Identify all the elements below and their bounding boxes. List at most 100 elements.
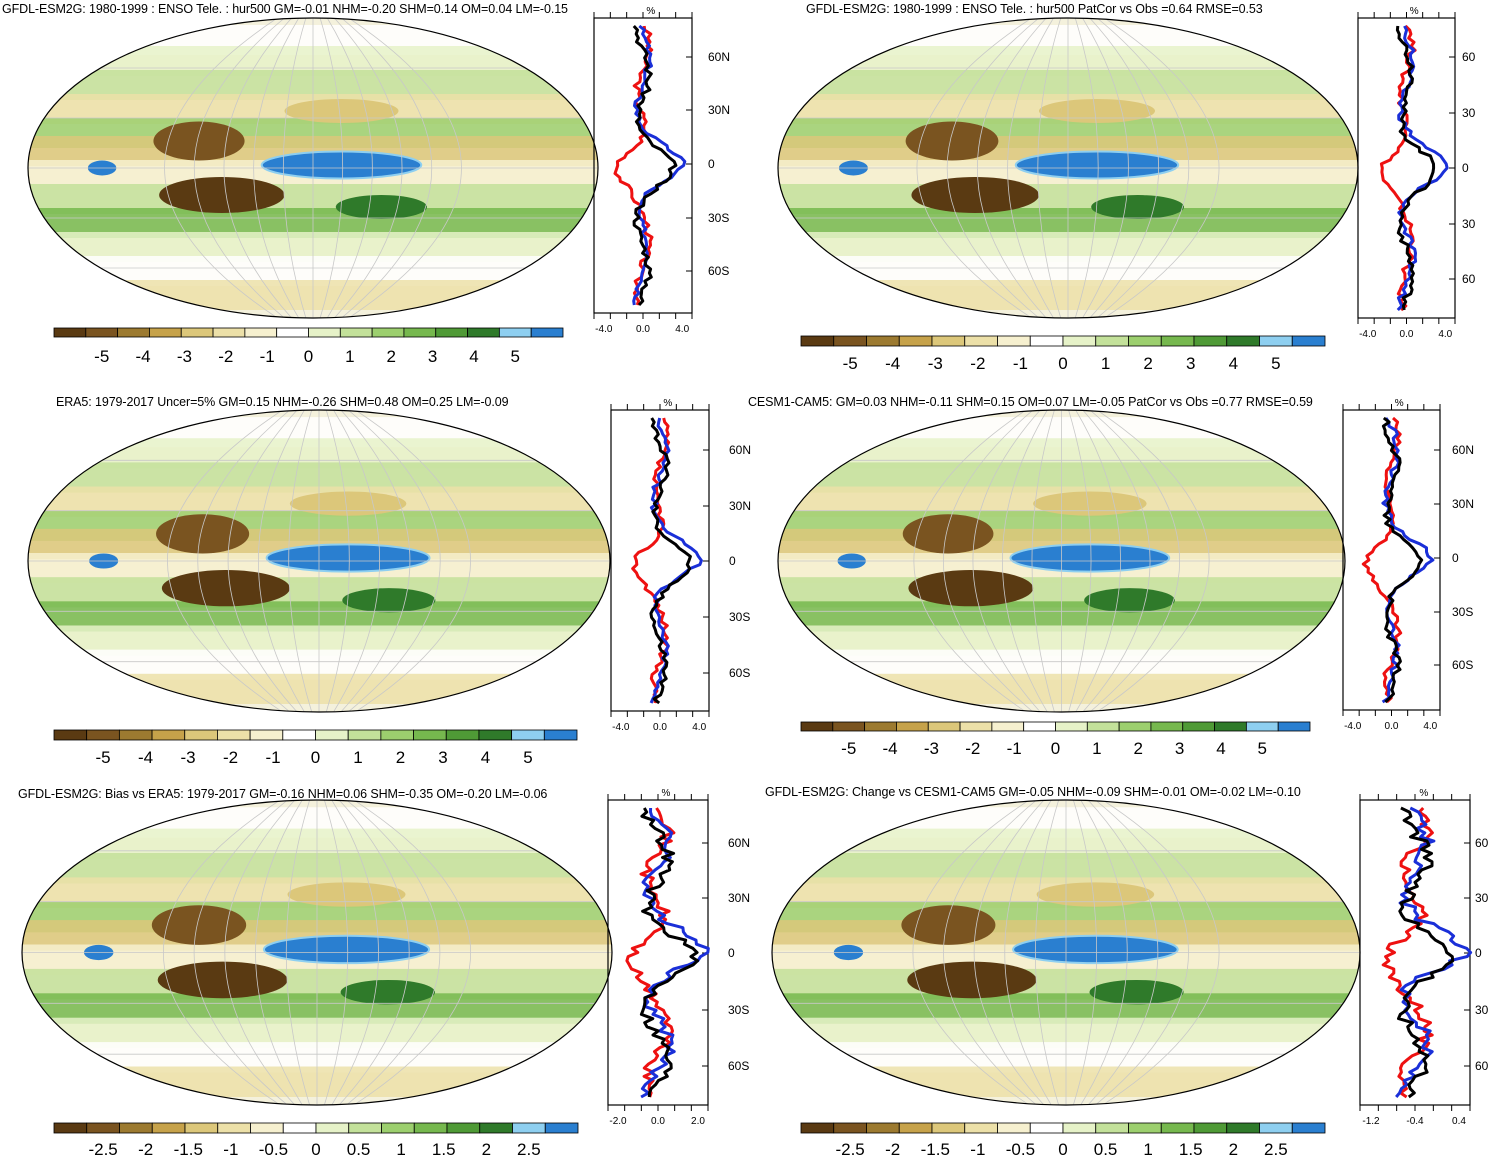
colorbar-label: 4 — [1216, 739, 1225, 758]
world-map — [21, 799, 613, 1106]
lat-label: 30 — [1462, 106, 1476, 120]
x-tick-label: -4.0 — [612, 722, 630, 733]
colorbar-swatch — [866, 1122, 900, 1134]
colorbar-swatch — [180, 327, 214, 338]
colorbar-label: -2 — [138, 1140, 153, 1157]
x-tick-label: 4.0 — [1423, 721, 1437, 732]
zonal-profile: % -4.0 0.0 4.0 60 30 0 30 60 — [1357, 6, 1476, 340]
lat-label: 30S — [728, 1003, 749, 1017]
colorbar-label: 1.5 — [432, 1140, 456, 1157]
colorbar-swatch — [86, 1122, 120, 1134]
map-border — [27, 409, 611, 713]
world-map — [27, 409, 611, 713]
colorbar-swatch — [217, 729, 251, 741]
colorbar-label: 1.5 — [1179, 1140, 1203, 1157]
lat-label: 0 — [728, 946, 735, 960]
map-title: GFDL-ESM2G: Bias vs ERA5: 1979-2017 GM=-… — [18, 787, 548, 801]
world-map — [771, 799, 1361, 1106]
colorbar-swatch — [86, 729, 120, 741]
ensemble-profile-line — [632, 24, 678, 307]
colorbar-swatch — [53, 729, 88, 741]
colorbar-label: 5 — [511, 347, 520, 366]
model-profile-line — [625, 807, 676, 1098]
colorbar-label: 0 — [304, 347, 313, 366]
x-tick-label: 2.0 — [691, 1116, 705, 1127]
colorbar-swatch — [1160, 1122, 1195, 1134]
colorbar-label: 0 — [1058, 354, 1067, 373]
colorbar-swatch — [997, 1122, 1031, 1134]
map-title: GFDL-ESM2G: Change vs CESM1-CAM5 GM=-0.0… — [765, 785, 1301, 799]
colorbar-label: -1 — [970, 1140, 985, 1157]
world-map — [777, 17, 1359, 319]
colorbar-label: -1 — [1013, 354, 1028, 373]
colorbar-swatch — [896, 721, 929, 732]
colorbar-swatch — [543, 729, 578, 741]
colorbar-swatch — [530, 327, 564, 338]
x-tick-label: 0.0 — [636, 324, 650, 335]
lat-label: 30N — [729, 499, 751, 513]
colorbar-swatch — [898, 335, 933, 347]
lat-label: 60S — [728, 1059, 749, 1073]
lat-label: 0 — [1475, 946, 1482, 960]
colorbar-swatch — [1226, 335, 1260, 347]
colorbar-label: -1 — [1007, 739, 1022, 758]
lat-label: 30N — [728, 891, 750, 905]
colorbar-swatch — [478, 729, 513, 741]
lat-label: 60S — [729, 666, 750, 680]
colorbar-swatch — [119, 1122, 153, 1134]
colorbar-label: 5 — [1271, 354, 1280, 373]
ensemble-profile-line — [1397, 806, 1455, 1099]
world-map — [777, 409, 1346, 713]
colorbar-swatch — [1291, 335, 1326, 347]
ensemble-profile-line — [639, 807, 699, 1098]
colorbar-swatch — [435, 327, 468, 338]
colorbar-swatch — [339, 327, 373, 338]
model-profile-line — [631, 417, 671, 704]
colorbar-swatch — [1128, 335, 1162, 347]
lat-label: 30S — [1452, 605, 1473, 619]
colorbar-label: 1 — [353, 748, 362, 767]
colorbar-swatch — [347, 729, 382, 741]
lat-label: 60 — [1475, 1059, 1489, 1073]
colorbar-label: 4 — [469, 347, 478, 366]
colorbar-label: 4 — [1229, 354, 1238, 373]
colorbar-swatch — [1150, 721, 1184, 732]
lat-label: 60N — [1452, 443, 1474, 457]
lat-label: 30N — [1452, 497, 1474, 511]
colorbar-label: -1.5 — [174, 1140, 203, 1157]
colorbar-swatch — [1291, 1122, 1326, 1134]
colorbar-swatch — [964, 335, 998, 347]
colorbar-label: 3 — [1175, 739, 1184, 758]
colorbar-label: 2 — [482, 1140, 491, 1157]
lat-label: 30 — [1475, 1003, 1489, 1017]
x-tick-label: 4.0 — [675, 324, 689, 335]
colorbar-label: 2 — [1229, 1140, 1238, 1157]
colorbar-swatch — [1214, 721, 1247, 732]
colorbar-label: -3 — [177, 347, 192, 366]
colorbar-swatch — [371, 327, 405, 338]
colorbar-label: -2.5 — [88, 1140, 117, 1157]
colorbar-swatch — [832, 721, 866, 732]
colorbar-label: 0 — [1058, 1140, 1067, 1157]
x-tick-label: 0.0 — [653, 722, 667, 733]
colorbar-label: 5 — [523, 748, 532, 767]
lat-label: 30 — [1475, 891, 1489, 905]
colorbar-swatch — [800, 1122, 835, 1134]
colorbar-swatch — [467, 327, 500, 338]
colorbar-label: -2 — [223, 748, 238, 767]
x-tick-label: 4.0 — [1438, 329, 1452, 340]
unit-label: % — [646, 6, 655, 17]
lat-label: 60S — [1452, 658, 1473, 672]
colorbar-label: 2.5 — [517, 1140, 541, 1157]
colorbar-swatch — [308, 327, 341, 338]
colorbar-label: 1 — [396, 1140, 405, 1157]
colorbar-swatch — [931, 335, 966, 347]
colorbar-swatch — [1062, 335, 1097, 347]
colorbar-swatch — [833, 335, 867, 347]
map-title: GFDL-ESM2G: 1980-1999 : ENSO Tele. : hur… — [2, 2, 568, 16]
colorbar-swatch — [149, 327, 182, 338]
profile-frame — [610, 409, 710, 712]
colorbar-label: 1 — [345, 347, 354, 366]
model-profile-line — [1361, 416, 1403, 704]
